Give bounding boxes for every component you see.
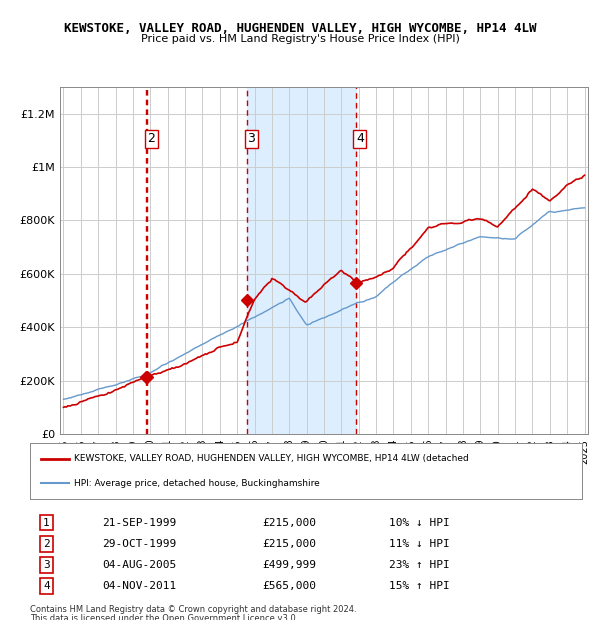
Text: This data is licensed under the Open Government Licence v3.0.: This data is licensed under the Open Gov… bbox=[30, 614, 298, 620]
Text: 21-SEP-1999: 21-SEP-1999 bbox=[102, 518, 176, 528]
Text: £565,000: £565,000 bbox=[262, 581, 316, 591]
Text: 3: 3 bbox=[247, 133, 255, 145]
Text: £499,999: £499,999 bbox=[262, 560, 316, 570]
Text: 2: 2 bbox=[43, 539, 50, 549]
Text: 11% ↓ HPI: 11% ↓ HPI bbox=[389, 539, 449, 549]
Text: 10% ↓ HPI: 10% ↓ HPI bbox=[389, 518, 449, 528]
Text: 04-AUG-2005: 04-AUG-2005 bbox=[102, 560, 176, 570]
Text: Price paid vs. HM Land Registry's House Price Index (HPI): Price paid vs. HM Land Registry's House … bbox=[140, 34, 460, 44]
Text: KEWSTOKE, VALLEY ROAD, HUGHENDEN VALLEY, HIGH WYCOMBE, HP14 4LW: KEWSTOKE, VALLEY ROAD, HUGHENDEN VALLEY,… bbox=[64, 22, 536, 35]
Text: 2: 2 bbox=[148, 133, 155, 145]
Text: £215,000: £215,000 bbox=[262, 539, 316, 549]
Bar bbox=[576, 87, 588, 434]
Text: £215,000: £215,000 bbox=[262, 518, 316, 528]
Text: 04-NOV-2011: 04-NOV-2011 bbox=[102, 581, 176, 591]
Text: 4: 4 bbox=[43, 581, 50, 591]
Text: 3: 3 bbox=[43, 560, 50, 570]
Text: 1: 1 bbox=[43, 518, 50, 528]
Text: 4: 4 bbox=[356, 133, 364, 145]
Text: KEWSTOKE, VALLEY ROAD, HUGHENDEN VALLEY, HIGH WYCOMBE, HP14 4LW (detached: KEWSTOKE, VALLEY ROAD, HUGHENDEN VALLEY,… bbox=[74, 454, 469, 463]
Text: Contains HM Land Registry data © Crown copyright and database right 2024.: Contains HM Land Registry data © Crown c… bbox=[30, 604, 356, 614]
Text: 29-OCT-1999: 29-OCT-1999 bbox=[102, 539, 176, 549]
Text: 15% ↑ HPI: 15% ↑ HPI bbox=[389, 581, 449, 591]
Bar bbox=[247, 87, 356, 434]
Text: 23% ↑ HPI: 23% ↑ HPI bbox=[389, 560, 449, 570]
Text: HPI: Average price, detached house, Buckinghamshire: HPI: Average price, detached house, Buck… bbox=[74, 479, 320, 488]
